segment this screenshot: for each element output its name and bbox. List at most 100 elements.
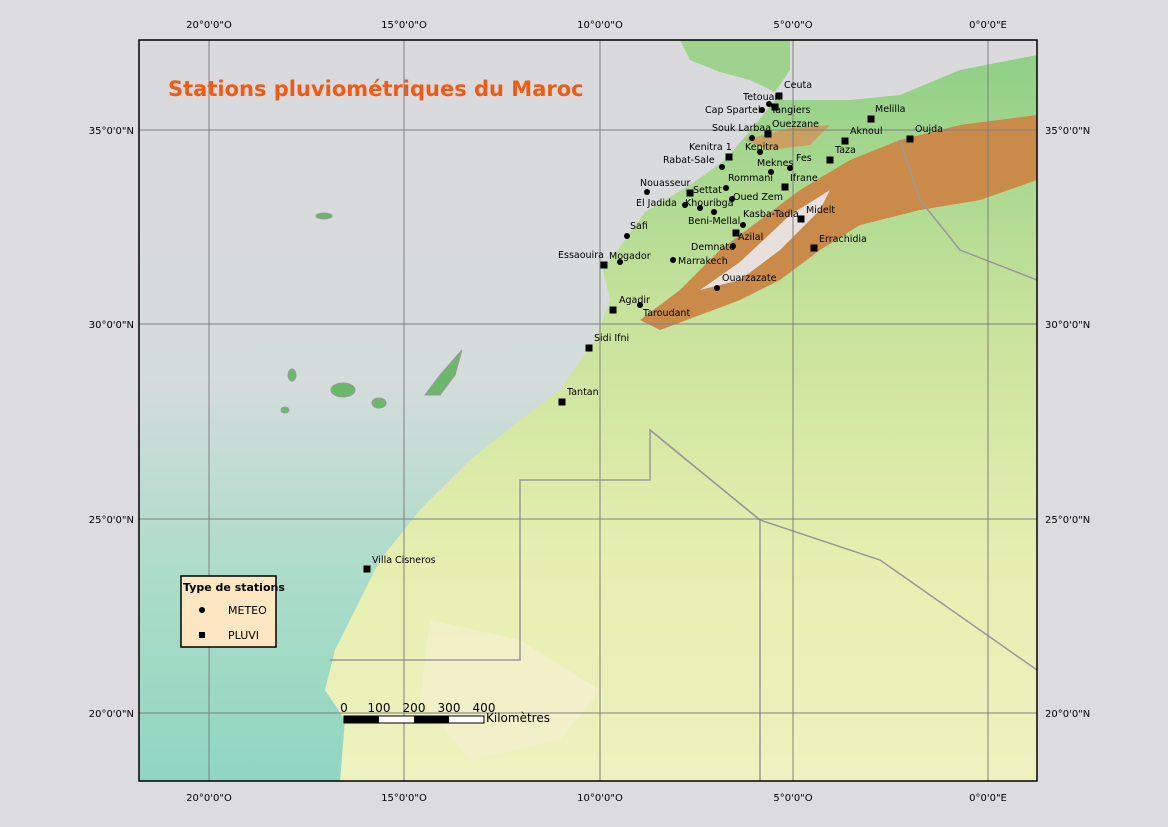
station-label: Safi — [630, 221, 648, 232]
station-label: Ouarzazate — [722, 273, 777, 284]
station-label: Melilla — [875, 104, 905, 115]
station-meteo — [714, 285, 720, 291]
legend: Type de stations METEO PLUVI — [180, 575, 285, 648]
station-label: Tantan — [566, 387, 599, 398]
station-label: Errachidia — [819, 234, 867, 245]
station-label: Rabat-Sale — [663, 155, 715, 166]
legend-title: Type de stations — [183, 581, 285, 594]
station-meteo — [759, 107, 765, 113]
station-pluvi — [797, 215, 805, 223]
station-label: Ceuta — [784, 80, 812, 91]
legend-box — [180, 575, 277, 648]
station-pluvi — [771, 103, 779, 111]
rif — [745, 125, 830, 150]
station-label: Rommani — [728, 173, 773, 184]
scale-tick-label: 0 — [340, 701, 348, 715]
longitude-label: 20°0'0"O — [186, 20, 232, 31]
legend-symbol-meteo — [199, 607, 205, 613]
station-label: Marrakech — [678, 256, 728, 267]
station-meteo — [697, 205, 703, 211]
longitude-label: 0°0'0"E — [969, 20, 1007, 31]
station-pluvi — [585, 344, 593, 352]
station-label: Nouasseur — [640, 178, 691, 189]
station-meteo — [682, 202, 688, 208]
longitude-label: 10°0'0"O — [577, 20, 623, 31]
station-label: Azilal — [738, 232, 763, 243]
scale-bar-segment — [414, 716, 449, 723]
station-label: Kasba-Tadla — [743, 209, 799, 220]
legend-item: PLUVI — [228, 629, 259, 642]
longitude-label: 10°0'0"O — [577, 793, 623, 804]
station-label: Oued Zem — [733, 192, 783, 203]
scale-tick-label: 300 — [438, 701, 461, 715]
station-meteo — [768, 169, 774, 175]
scale-unit: Kilomètres — [486, 711, 550, 725]
station-pluvi — [732, 229, 740, 237]
map-title: Stations pluviométriques du Maroc — [168, 77, 584, 101]
station-pluvi — [363, 565, 371, 573]
station-label: Essaouira — [558, 250, 604, 261]
station-meteo — [749, 135, 755, 141]
desert — [420, 620, 600, 760]
station-pluvi — [600, 261, 608, 269]
latitude-label: 20°0'0"N — [89, 709, 134, 720]
station-meteo — [757, 149, 763, 155]
station-label: Ifrane — [790, 173, 818, 184]
station-label: Tangiers — [770, 105, 810, 116]
canary-islands — [280, 212, 463, 414]
longitude-label: 5°0'0"O — [773, 20, 812, 31]
station-meteo — [711, 209, 717, 215]
land — [325, 55, 1037, 781]
scale-tick-label: 200 — [403, 701, 426, 715]
station-meteo — [719, 164, 725, 170]
station-meteo — [624, 233, 630, 239]
station-pluvi — [826, 156, 834, 164]
station-pluvi — [764, 130, 772, 138]
station-label: Khouribga — [685, 198, 734, 209]
latitude-label: 30°0'0"N — [1045, 320, 1090, 331]
station-pluvi — [781, 183, 789, 191]
station-pluvi — [841, 137, 849, 145]
station-label: Midelt — [806, 205, 835, 216]
station-label: Souk Larbaa — [712, 123, 771, 134]
latitude-label: 25°0'0"N — [89, 515, 134, 526]
station-label: Meknes — [757, 158, 793, 169]
station-pluvi — [609, 306, 617, 314]
station-meteo — [637, 302, 643, 308]
latitude-label: 30°0'0"N — [89, 320, 134, 331]
station-label: Kenitra 1 — [689, 142, 732, 153]
station-label: Taza — [834, 145, 856, 156]
station-label: Sidi Ifni — [594, 333, 629, 344]
longitude-label: 15°0'0"O — [381, 793, 427, 804]
latitude-label: 35°0'0"N — [1045, 126, 1090, 137]
station-meteo — [730, 243, 736, 249]
station-pluvi — [906, 135, 914, 143]
station-pluvi — [867, 115, 875, 123]
station-label: Cap Spartel — [705, 105, 761, 116]
station-label: Tetouan — [742, 92, 780, 103]
station-meteo — [787, 165, 793, 171]
station-label: Beni-Mellal — [688, 216, 740, 227]
station-meteo — [723, 185, 729, 191]
map-frame-content — [139, 40, 1037, 781]
spain — [680, 40, 790, 92]
station-label: Mogador — [609, 251, 651, 262]
longitude-label: 5°0'0"O — [773, 793, 812, 804]
scale-bar: Kilomètres — [343, 711, 550, 725]
station-pluvi — [686, 189, 694, 197]
latitude-label: 35°0'0"N — [89, 126, 134, 137]
station-pluvi — [725, 153, 733, 161]
station-pluvi — [558, 398, 566, 406]
station-label: Aknoul — [850, 126, 883, 137]
scale-bar-segment — [344, 716, 379, 723]
station-label: Oujda — [915, 124, 943, 135]
station-label: Kenitra — [745, 142, 779, 153]
station-meteo — [670, 257, 676, 263]
station-label: Taroudant — [642, 308, 690, 319]
longitude-label: 0°0'0"E — [969, 793, 1007, 804]
station-meteo — [729, 196, 735, 202]
longitude-label: 15°0'0"O — [381, 20, 427, 31]
map-frame — [138, 39, 1038, 782]
station-label: Ouezzane — [772, 119, 819, 130]
